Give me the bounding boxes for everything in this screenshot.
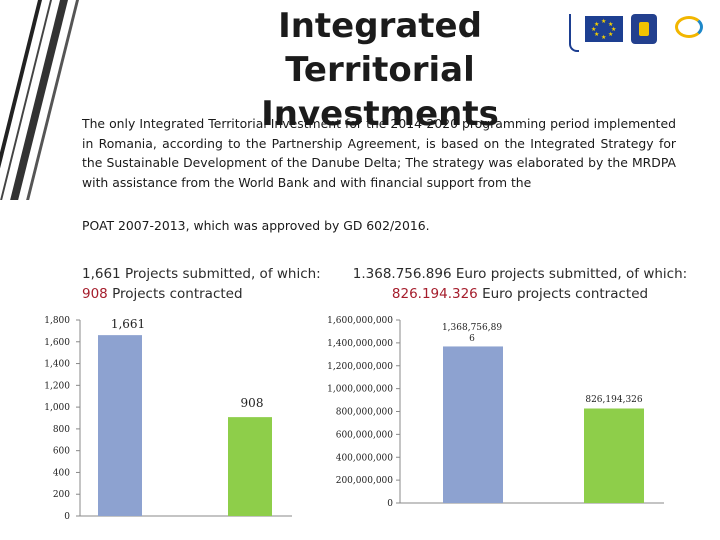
y-tick-label: 0 — [387, 499, 393, 509]
eu-flag-icon: ★ ★ ★ ★ ★ ★ ★ ★ — [585, 16, 623, 42]
y-tick-label: 200 — [53, 490, 70, 500]
data-label: 6 — [469, 334, 475, 344]
y-tick-label: 1,800 — [44, 316, 70, 326]
y-tick-label: 1,600,000,000 — [327, 316, 393, 326]
contracted-amount: 826.194.326 — [391, 286, 478, 302]
y-tick-label: 800,000,000 — [336, 408, 394, 418]
data-label: 1,368,756,89 — [442, 323, 502, 333]
intro-paragraph-continued: POAT 2007-2013, which was approved by GD… — [82, 218, 430, 233]
bar-submitted — [443, 346, 503, 503]
hook-decoration — [569, 14, 579, 52]
y-tick-label: 1,400,000,000 — [327, 339, 393, 349]
y-tick-label: 800 — [53, 425, 70, 435]
y-tick-label: 600,000,000 — [336, 430, 394, 440]
y-tick-label: 1,200,000,000 — [327, 362, 393, 372]
data-label: 1,661 — [111, 317, 145, 331]
y-tick-label: 1,200 — [44, 381, 70, 391]
data-label: 908 — [241, 396, 264, 410]
slide-title: Integrated Territorial Investments — [180, 4, 580, 136]
euro-caption-line2: 826.194.326 Euro projects contracted — [350, 284, 690, 304]
contracted-count: 908 — [82, 286, 108, 302]
y-tick-label: 400,000,000 — [336, 453, 394, 463]
title-line-2: Investments — [261, 94, 499, 134]
projects-caption-line1: 1,661 Projects submitted, of which: — [82, 266, 321, 282]
title-line-1: Integrated Territorial — [278, 6, 482, 90]
y-tick-label: 1,000,000,000 — [327, 385, 393, 395]
contracted-count-text: Projects contracted — [107, 286, 243, 302]
intro-paragraph: The only Integrated Territorial Investme… — [82, 116, 676, 190]
bar-contracted — [228, 417, 272, 516]
logo-strip: ★ ★ ★ ★ ★ ★ ★ ★ — [565, 10, 715, 58]
y-tick-label: 0 — [64, 512, 70, 522]
y-tick-label: 200,000,000 — [336, 476, 394, 486]
y-tick-label: 1,000 — [44, 403, 70, 413]
y-tick-label: 600 — [53, 447, 70, 457]
projects-caption: 1,661 Projects submitted, of which: 908 … — [82, 264, 332, 304]
bar-submitted — [98, 335, 142, 516]
programme-logo-icon — [665, 14, 709, 44]
y-tick-label: 1,600 — [44, 338, 70, 348]
y-tick-label: 1,400 — [44, 360, 70, 370]
government-crest-icon — [631, 14, 657, 44]
projects-caption-line2: 908 Projects contracted — [82, 284, 332, 304]
euro-caption: 1.368.756.896 Euro projects submitted, o… — [350, 264, 690, 304]
euro-caption-line1: 1.368.756.896 Euro projects submitted, o… — [352, 266, 688, 282]
y-tick-label: 400 — [53, 468, 70, 478]
contracted-amount-text: Euro projects contracted — [477, 286, 649, 302]
bar-contracted — [584, 408, 644, 503]
data-label: 826,194,326 — [585, 395, 643, 405]
